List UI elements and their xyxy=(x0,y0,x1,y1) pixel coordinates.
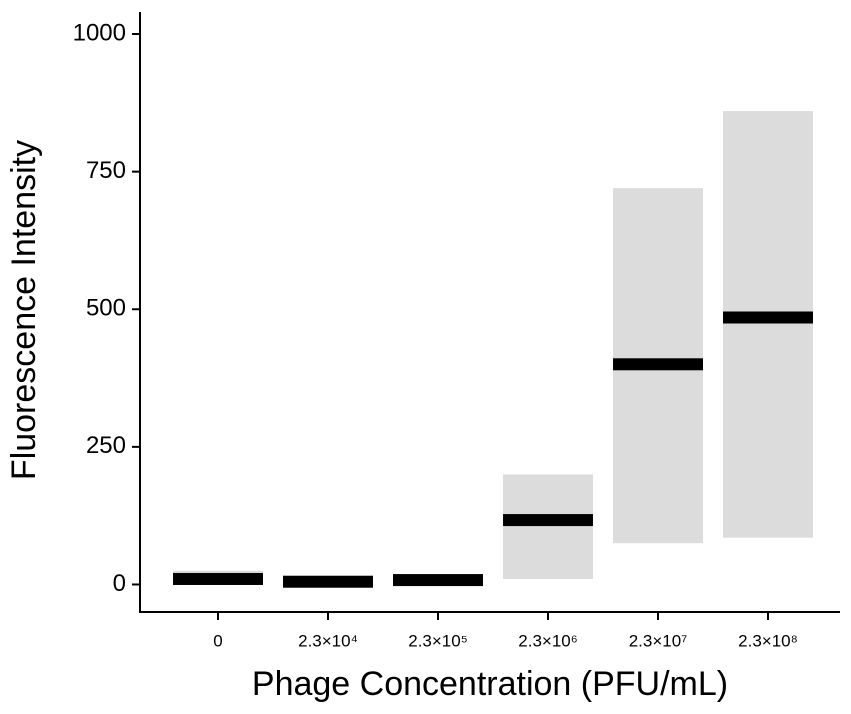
x-tick-label: 2.3×10⁴ xyxy=(298,631,358,650)
x-tick-label: 2.3×10⁸ xyxy=(738,631,798,650)
x-tick-label: 2.3×10⁵ xyxy=(408,631,468,650)
y-tick-label: 1000 xyxy=(73,19,126,46)
median-band xyxy=(723,311,813,324)
y-axis-label: Fluorescence Intensity xyxy=(5,140,43,480)
x-axis-label: Phage Concentration (PFU/mL) xyxy=(252,665,728,703)
y-tick-label: 500 xyxy=(86,295,126,322)
y-tick-label: 0 xyxy=(113,570,126,597)
median-band xyxy=(173,572,263,585)
x-tick-label: 2.3×10⁶ xyxy=(518,631,577,650)
spread xyxy=(503,474,593,579)
median-band xyxy=(393,574,483,587)
median-band xyxy=(613,358,703,371)
x-tick-label: 2.3×10⁷ xyxy=(629,631,688,650)
median-band xyxy=(503,514,593,527)
y-tick-label: 750 xyxy=(86,157,126,184)
y-tick-label: 250 xyxy=(86,432,126,459)
spread xyxy=(723,111,813,538)
x-tick-label: 0 xyxy=(213,631,222,650)
median-band xyxy=(283,575,373,588)
